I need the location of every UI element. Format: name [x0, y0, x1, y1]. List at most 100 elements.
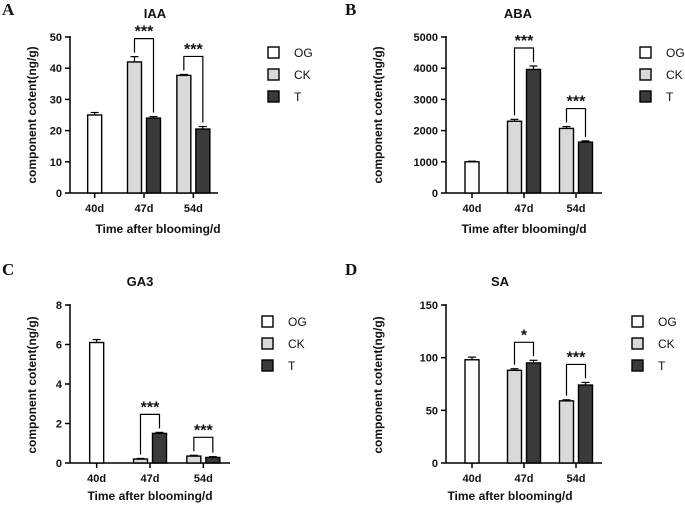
- significance-label-d: *: [521, 327, 528, 344]
- legend-label-a-og: OG: [294, 46, 313, 60]
- y-axis-label-a: component cotent(ng/g): [25, 46, 39, 183]
- legend-swatch-a-og: [267, 46, 280, 59]
- significance-label-a: ***: [135, 24, 154, 41]
- y-tick-label-b: 0: [432, 188, 438, 200]
- legend-swatch-b-ck: [639, 68, 652, 81]
- x-axis-label-d: Time after blooming/d: [447, 489, 572, 503]
- x-tick-label-a: 54d: [184, 203, 203, 215]
- x-axis-label-b: Time after blooming/d: [461, 222, 586, 236]
- legend-swatch-a-t: [267, 90, 280, 103]
- legend-label-d-ck: CK: [658, 337, 675, 351]
- bar-b-t-47d: [525, 68, 542, 194]
- significance-label-c: ***: [194, 422, 213, 439]
- y-axis-label-b: component cotent(ng/g): [371, 46, 385, 183]
- legend-label-a-t: T: [294, 90, 302, 104]
- plot-area-c: 0 2 4 6 8 40d 47d 54d *** *** OG CK T: [56, 300, 307, 485]
- y-axis-label-d: component cotent(ng/g): [371, 316, 385, 453]
- legend-swatch-d-ck: [631, 337, 644, 350]
- y-tick-label-b: 1000: [414, 157, 438, 169]
- significance-label-b: ***: [567, 94, 586, 111]
- y-tick-label-c: 0: [56, 458, 62, 470]
- legend-swatch-d-t: [631, 359, 644, 372]
- bar-b-ck-54d: [558, 127, 575, 194]
- significance-bracket-c: [139, 413, 161, 455]
- legend-swatch-c-t: [261, 359, 274, 372]
- y-tick-label-b: 3000: [414, 94, 438, 106]
- legend-label-a-ck: CK: [294, 68, 311, 82]
- bar-b-t-54d: [577, 141, 594, 194]
- y-tick-label-a: 50: [50, 32, 62, 44]
- significance-bracket-a: [183, 55, 204, 123]
- legend-label-b-og: OG: [666, 46, 685, 60]
- significance-bracket-c: [193, 436, 214, 453]
- significance-label-b: ***: [515, 33, 534, 50]
- bar-a-t-47d: [145, 117, 162, 194]
- y-tick-label-a: 10: [50, 157, 62, 169]
- significance-bracket-b: [513, 47, 535, 116]
- x-tick-label-d: 47d: [515, 473, 534, 485]
- y-tick-label-b: 2000: [414, 126, 438, 138]
- legend-swatch-c-ck: [261, 337, 274, 350]
- y-tick-label-b: 5000: [414, 32, 438, 44]
- y-tick-label-a: 30: [50, 94, 62, 106]
- significance-bracket-b: [565, 107, 587, 137]
- chart-title-b: ABA: [504, 6, 533, 21]
- x-tick-label-b: 54d: [567, 203, 586, 215]
- legend-swatch-a-ck: [267, 68, 280, 81]
- legend-swatch-c-og: [261, 315, 274, 328]
- y-tick-label-c: 8: [56, 300, 62, 312]
- panel-c: C GA3 component cotent(ng/g) Time after …: [2, 260, 307, 503]
- y-tick-label-d: 0: [432, 458, 438, 470]
- legend-label-b-t: T: [666, 90, 674, 104]
- x-tick-label-d: 54d: [567, 473, 586, 485]
- bar-a-t-54d: [195, 128, 211, 194]
- legend-label-c-t: T: [288, 359, 296, 373]
- x-axis-label-c: Time after blooming/d: [87, 489, 212, 503]
- y-tick-label-d: 100: [420, 353, 438, 365]
- x-tick-label-a: 40d: [85, 203, 104, 215]
- panel-letter-b: B: [345, 0, 356, 19]
- x-tick-label-c: 54d: [194, 473, 213, 485]
- plot-area-a: 0 10 20 30 40 50 40d 47d 54d *** *** OG CK T: [50, 24, 313, 215]
- y-axis-label-c: component cotent(ng/g): [25, 316, 39, 453]
- significance-bracket-d: [513, 341, 535, 365]
- plot-area-b: 0 1000 2000 3000 4000 5000 40d 47d 54d *** *** OG CK…: [414, 32, 685, 215]
- x-tick-label-b: 40d: [463, 203, 482, 215]
- bar-b-og-40d: [464, 161, 480, 194]
- y-tick-label-c: 4: [56, 379, 63, 391]
- legend-label-d-og: OG: [658, 315, 677, 329]
- panel-letter-d: D: [345, 260, 357, 279]
- panel-d: D SA component cotent(ng/g) Time after b…: [345, 260, 677, 503]
- y-tick-label-d: 50: [426, 405, 438, 417]
- x-tick-label-d: 40d: [463, 473, 482, 485]
- bar-a-ck-54d: [176, 74, 192, 194]
- bar-d-t-47d: [525, 362, 542, 464]
- y-tick-label-a: 20: [50, 126, 62, 138]
- y-tick-label-d: 150: [420, 300, 438, 312]
- legend-swatch-b-t: [639, 90, 652, 103]
- chart-title-c: GA3: [127, 274, 154, 289]
- significance-bracket-d: [565, 363, 587, 396]
- bar-a-og-40d: [86, 114, 103, 194]
- bar-d-ck-47d: [506, 369, 523, 464]
- panel-b: B ABA component cotent(ng/g) Time after …: [345, 0, 685, 236]
- bar-b-ck-47d: [506, 120, 523, 194]
- y-tick-label-a: 40: [50, 63, 62, 75]
- significance-bracket-a: [133, 38, 155, 113]
- y-tick-label-c: 2: [56, 419, 62, 431]
- legend-swatch-b-og: [639, 46, 652, 59]
- x-tick-label-b: 47d: [515, 203, 534, 215]
- chart-title-a: IAA: [144, 6, 167, 21]
- bar-c-t-54d: [205, 456, 221, 464]
- significance-label-d: ***: [567, 349, 586, 366]
- bar-a-ck-47d: [126, 61, 143, 194]
- legend-label-b-ck: CK: [666, 68, 683, 82]
- significance-label-c: ***: [141, 399, 160, 416]
- chart-title-d: SA: [491, 274, 510, 289]
- y-tick-label-b: 4000: [414, 63, 438, 75]
- legend-swatch-d-og: [631, 315, 644, 328]
- legend-label-c-og: OG: [288, 315, 307, 329]
- x-axis-label-a: Time after blooming/d: [95, 222, 220, 236]
